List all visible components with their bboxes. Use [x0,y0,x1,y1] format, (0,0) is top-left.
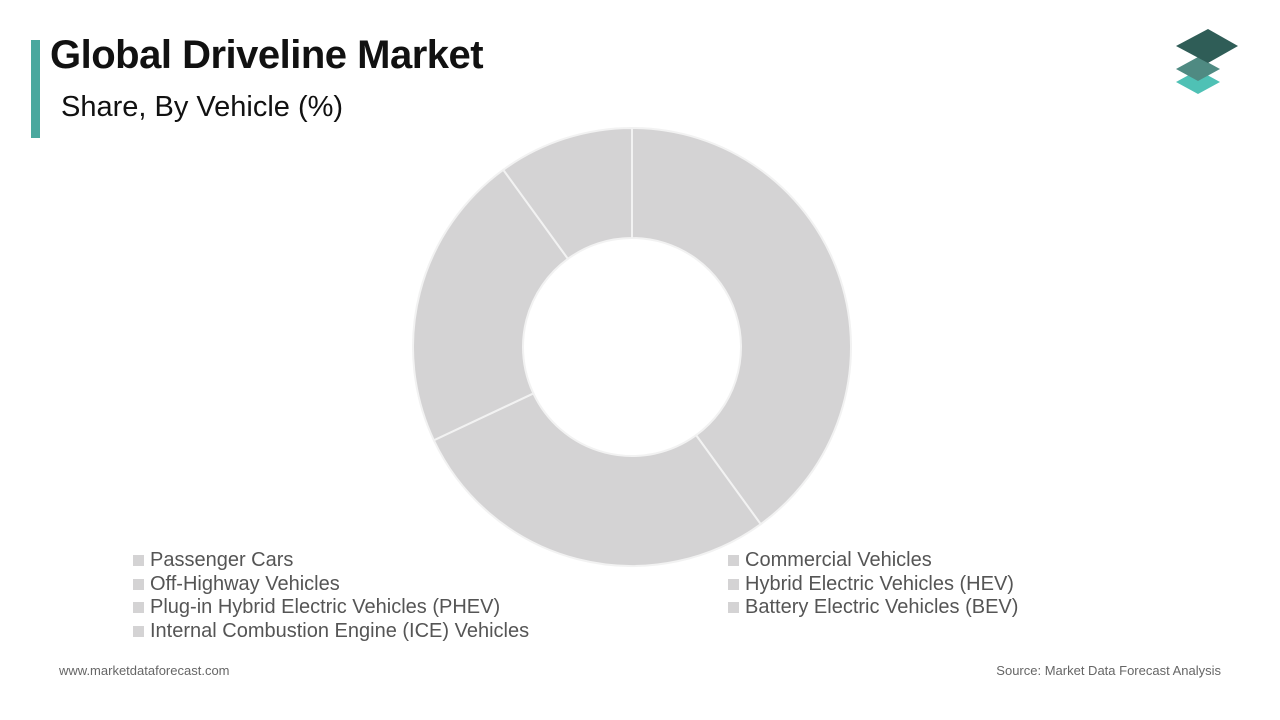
legend-item-ice-vehicles: Internal Combustion Engine (ICE) Vehicle… [133,620,529,642]
legend-label: Internal Combustion Engine (ICE) Vehicle… [150,619,530,642]
legend-swatch [133,554,144,566]
page-title: Global Driveline Market [50,33,484,77]
legend-label: Off-Highway Vehicles [150,572,340,595]
legend-swatch [728,578,739,590]
legend-item-off-highway-vehicles: Off-Highway Vehicles [133,573,340,595]
legend-item-hev: Hybrid Electric Vehicles (HEV) [728,573,1014,595]
legend-swatch [133,601,144,613]
brand-logo-icon [1176,29,1238,94]
legend-label: Hybrid Electric Vehicles (HEV) [745,572,1014,595]
legend-swatch [728,554,739,566]
logo-layer-bottom [1176,70,1220,94]
donut-slice-3 [412,168,570,442]
legend-item-bev: Battery Electric Vehicles (BEV) [728,596,1018,618]
legend-label: Battery Electric Vehicles (BEV) [745,595,1019,618]
legend-swatch [728,601,739,613]
legend-swatch [133,578,144,590]
legend-item-phev: Plug-in Hybrid Electric Vehicles (PHEV) [133,596,500,618]
title-accent-bar [31,40,40,138]
source-note: Source: Market Data Forecast Analysis [996,663,1221,678]
legend-label: Plug-in Hybrid Electric Vehicles (PHEV) [150,595,501,618]
logo-layer-middle [1176,57,1220,81]
website-url: www.marketdataforecast.com [59,663,230,678]
legend-swatch [133,625,144,637]
legend-item-commercial-vehicles: Commercial Vehicles [728,549,932,571]
donut-slice-2 [432,392,763,567]
logo-layer-top [1176,29,1238,63]
legend-label: Passenger Cars [150,548,294,571]
donut-slice-4 [501,126,633,261]
page-subtitle: Share, By Vehicle (%) [61,91,344,123]
legend-item-passenger-cars: Passenger Cars [133,549,293,571]
legend-label: Commercial Vehicles [745,548,932,571]
donut-slice-1 [631,126,852,526]
